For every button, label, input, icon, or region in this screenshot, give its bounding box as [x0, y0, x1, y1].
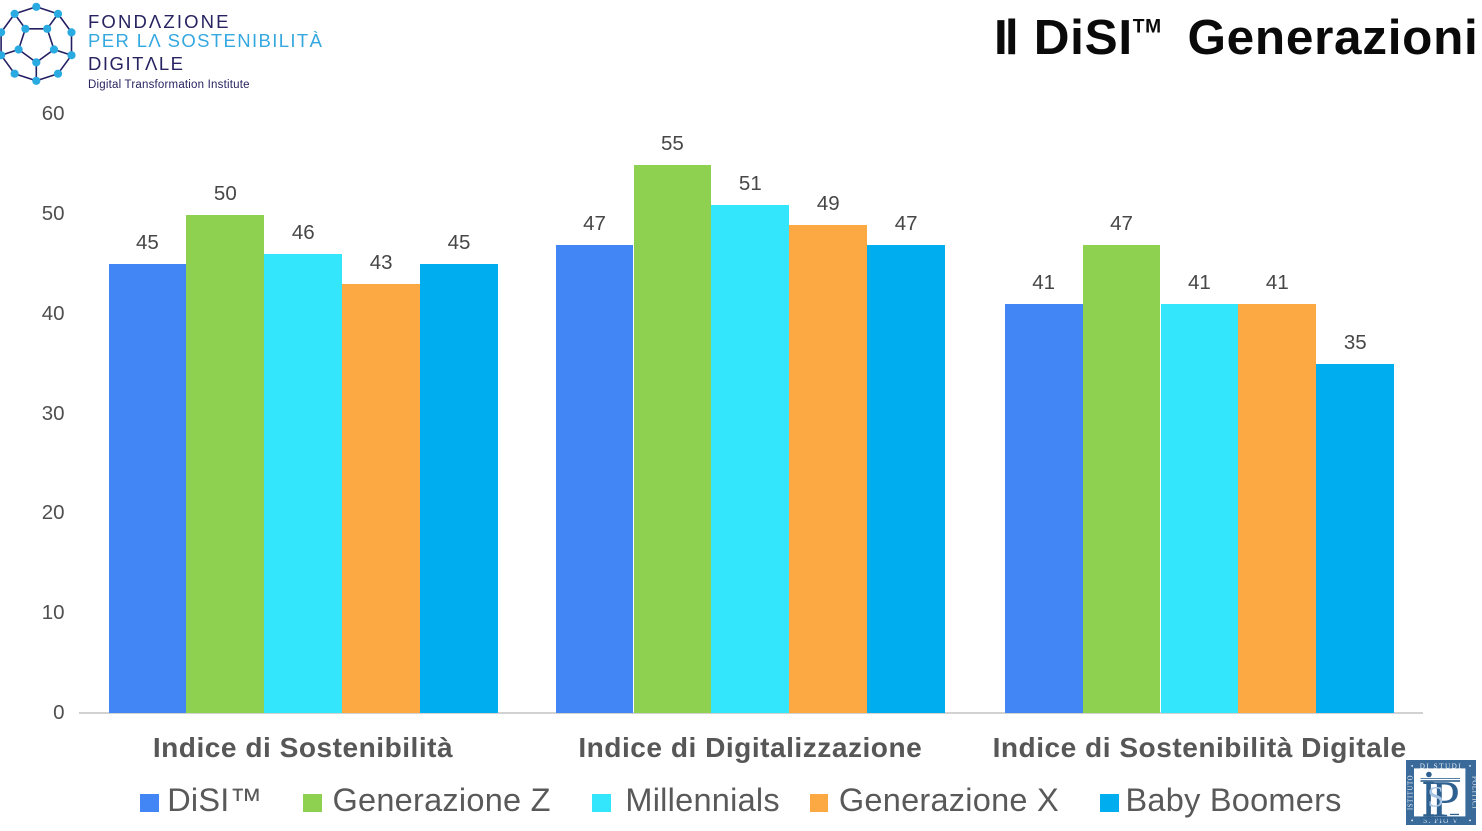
svg-text:S: S [1428, 781, 1445, 814]
svg-text:S. PIO V: S. PIO V [1423, 817, 1459, 825]
svg-text:•: • [1411, 817, 1414, 825]
svg-text:DI STUDI: DI STUDI [1420, 763, 1463, 771]
svg-text:•: • [1411, 763, 1414, 771]
svg-text:ISTITUTO: ISTITUTO [1407, 775, 1414, 810]
svg-text:•: • [1469, 817, 1472, 825]
svg-text:POLITICI: POLITICI [1470, 776, 1476, 809]
svg-text:P: P [1431, 772, 1460, 825]
svg-text:•: • [1469, 763, 1472, 771]
